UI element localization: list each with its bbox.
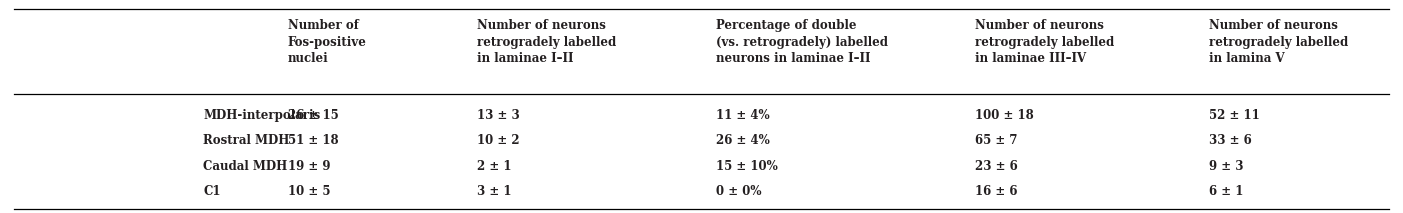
Text: 0 ± 0%: 0 ± 0% xyxy=(716,185,760,198)
Text: C1: C1 xyxy=(203,185,220,198)
Text: 10 ± 5: 10 ± 5 xyxy=(288,185,330,198)
Text: 26 ± 4%: 26 ± 4% xyxy=(716,134,769,147)
Text: 3 ± 1: 3 ± 1 xyxy=(477,185,512,198)
Text: Rostral MDH: Rostral MDH xyxy=(203,134,290,147)
Text: Number of neurons
retrogradely labelled
in laminae III–IV: Number of neurons retrogradely labelled … xyxy=(975,19,1114,65)
Text: Percentage of double
(vs. retrogradely) labelled
neurons in laminae I–II: Percentage of double (vs. retrogradely) … xyxy=(716,19,888,65)
Text: 2 ± 1: 2 ± 1 xyxy=(477,160,512,173)
Text: 9 ± 3: 9 ± 3 xyxy=(1209,160,1244,173)
Text: 19 ± 9: 19 ± 9 xyxy=(288,160,330,173)
Text: 26 ± 15: 26 ± 15 xyxy=(288,108,338,122)
Text: 52 ± 11: 52 ± 11 xyxy=(1209,108,1260,122)
Text: Number of
Fos-positive
nuclei: Number of Fos-positive nuclei xyxy=(288,19,366,65)
Text: Number of neurons
retrogradely labelled
in lamina V: Number of neurons retrogradely labelled … xyxy=(1209,19,1348,65)
Text: 16 ± 6: 16 ± 6 xyxy=(975,185,1017,198)
Text: 51 ± 18: 51 ± 18 xyxy=(288,134,338,147)
Text: 100 ± 18: 100 ± 18 xyxy=(975,108,1034,122)
Text: 23 ± 6: 23 ± 6 xyxy=(975,160,1017,173)
Text: 11 ± 4%: 11 ± 4% xyxy=(716,108,769,122)
Text: 15 ± 10%: 15 ± 10% xyxy=(716,160,777,173)
Text: 6 ± 1: 6 ± 1 xyxy=(1209,185,1244,198)
Text: 33 ± 6: 33 ± 6 xyxy=(1209,134,1251,147)
Text: 10 ± 2: 10 ± 2 xyxy=(477,134,519,147)
Text: Caudal MDH: Caudal MDH xyxy=(203,160,288,173)
Text: Number of neurons
retrogradely labelled
in laminae I–II: Number of neurons retrogradely labelled … xyxy=(477,19,616,65)
Text: 65 ± 7: 65 ± 7 xyxy=(975,134,1017,147)
Text: 13 ± 3: 13 ± 3 xyxy=(477,108,519,122)
Text: MDH-interpolaris: MDH-interpolaris xyxy=(203,108,321,122)
